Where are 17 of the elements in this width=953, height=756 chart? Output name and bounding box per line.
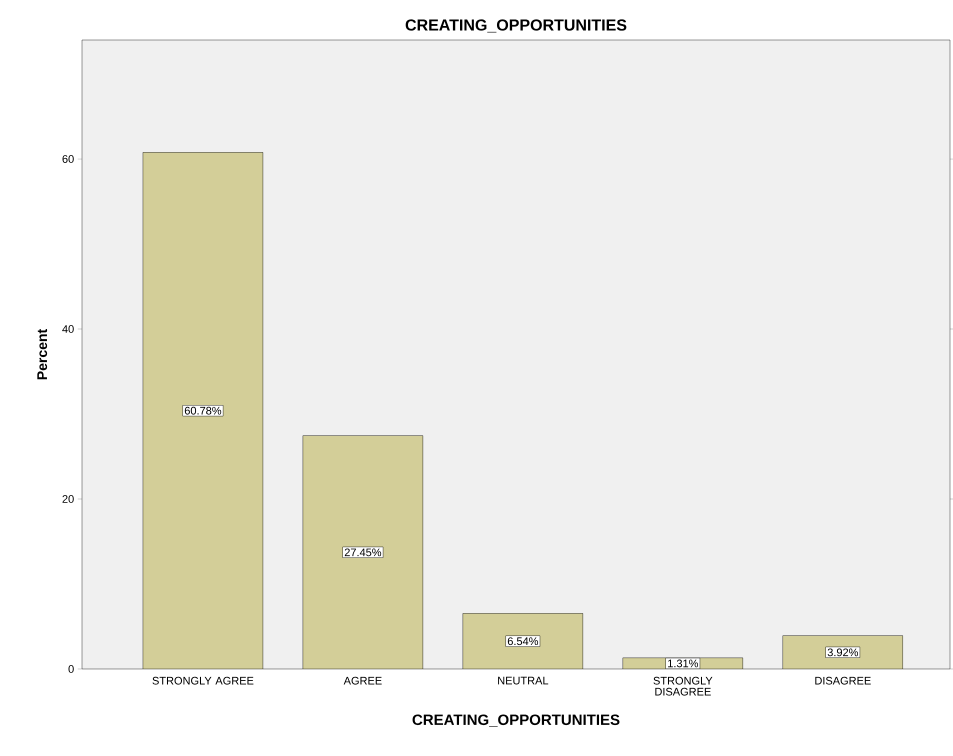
data-label: 60.78% <box>184 406 222 415</box>
y-tick-label: 40 <box>62 325 74 333</box>
x-tick-label: NEUTRAL <box>498 676 548 684</box>
chart-title: CREATING_OPPORTUNITIES <box>406 19 626 32</box>
data-label: 6.54% <box>508 637 538 646</box>
y-tick-label: 60 <box>62 155 74 163</box>
x-axis-title: CREATING_OPPORTUNITIES <box>412 714 620 727</box>
x-tick-label: DISAGREE <box>815 676 871 685</box>
data-label: 1.31% <box>668 660 698 668</box>
y-tick-label: 20 <box>62 495 74 503</box>
x-tick-label: STRONGLY DISAGREE <box>654 676 712 696</box>
data-label: 27.45% <box>344 548 382 556</box>
data-label: 3.92% <box>828 648 858 656</box>
y-axis-title: Percent <box>37 329 48 380</box>
y-tick-label: 0 <box>68 665 74 673</box>
x-tick-label: STRONGLY AGREE <box>152 676 254 685</box>
x-tick-label: AGREE <box>344 676 382 685</box>
